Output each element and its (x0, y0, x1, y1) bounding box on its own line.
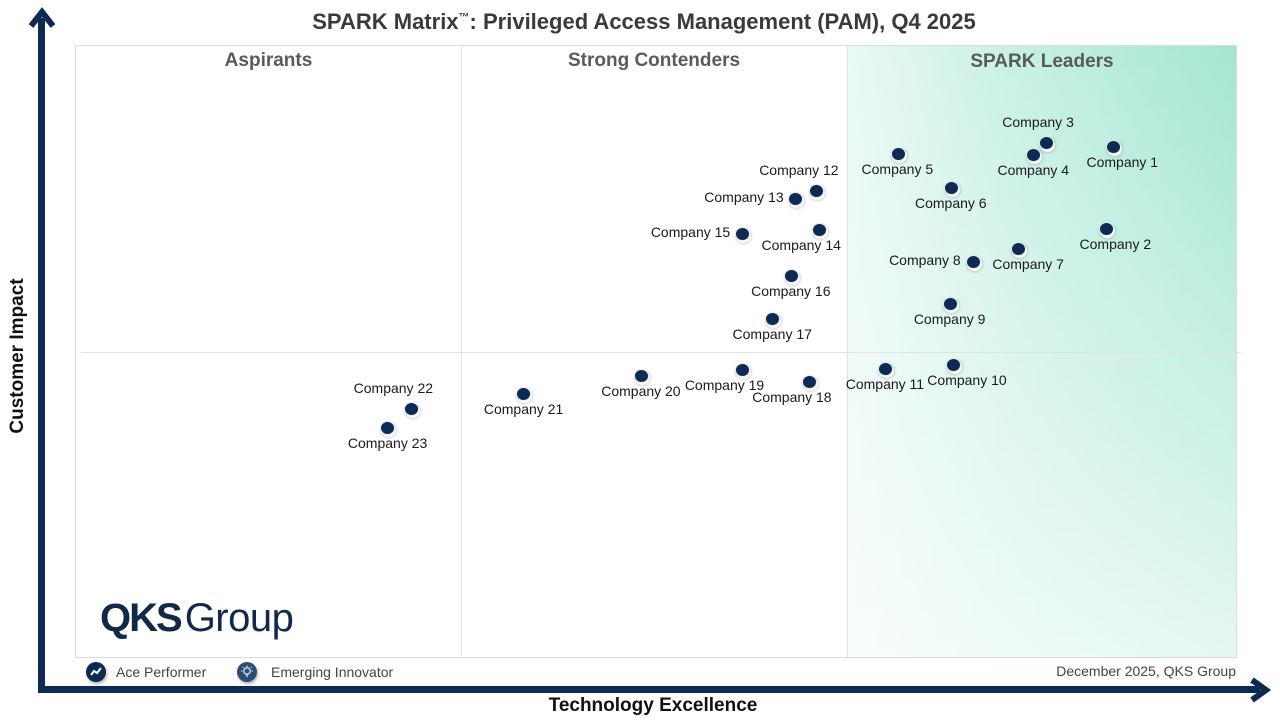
y-axis (38, 18, 45, 690)
data-point-label: Company 2 (1079, 236, 1152, 253)
data-point-label: Company 14 (761, 237, 841, 254)
data-point (802, 374, 818, 389)
data-point (516, 386, 532, 401)
divider-aspirants-contenders (461, 46, 462, 657)
data-point-label: Company 5 (861, 161, 934, 178)
footnote: December 2025, QKS Group (1056, 663, 1236, 679)
data-point (765, 312, 781, 327)
legend-emerging-innovator: Emerging Innovator (237, 662, 393, 682)
data-point-label: Company 18 (752, 388, 832, 405)
data-point-label: Company 7 (992, 256, 1064, 273)
data-point-label: Company 17 (732, 326, 812, 343)
data-point-label: Company 22 (353, 380, 434, 397)
data-point-label: Company 15 (650, 223, 731, 240)
data-point-label: Company 21 (483, 400, 564, 417)
data-point (1098, 222, 1114, 237)
data-point-label: Company 10 (927, 372, 1007, 389)
data-point (809, 184, 825, 199)
trend-up-icon (86, 662, 106, 682)
legend-ace-performer: Ace Performer (86, 662, 206, 682)
data-point (1011, 242, 1027, 257)
plot-area: Aspirants Strong Contenders SPARK Leader… (75, 45, 1241, 658)
data-point-label: Company 8 (889, 252, 961, 269)
data-point-label: Company 11 (845, 375, 925, 392)
y-axis-label: Customer Impact (7, 278, 28, 434)
data-point (942, 296, 958, 311)
data-point (403, 402, 419, 417)
chart-title: SPARK Matrix™: Privileged Access Managem… (312, 9, 976, 34)
y-axis-arrow-icon (28, 7, 56, 28)
data-point (783, 269, 799, 284)
data-point (788, 192, 804, 207)
data-point (734, 226, 750, 241)
quadrant-label-aspirants: Aspirants (224, 50, 313, 71)
data-point-label: Company 20 (601, 383, 681, 400)
divider-contenders-leaders (847, 46, 848, 657)
data-point (811, 223, 827, 238)
data-point-label: Company 16 (751, 283, 831, 300)
quadrant-label-leaders: SPARK Leaders (970, 51, 1114, 72)
data-point (943, 180, 959, 195)
x-axis (38, 686, 1260, 693)
data-point (877, 361, 893, 376)
data-point-label: Company 23 (347, 435, 428, 452)
lightbulb-icon (237, 662, 257, 682)
data-point-label: Company 3 (1002, 114, 1074, 131)
data-point-label: Company 9 (913, 310, 986, 327)
data-point (966, 255, 982, 270)
x-axis-arrow-icon (1250, 677, 1272, 703)
data-point (380, 421, 396, 436)
legend-label-innovator: Emerging Innovator (271, 664, 394, 680)
data-point (946, 358, 962, 373)
data-point (1026, 147, 1042, 162)
data-point-label: Company 12 (759, 162, 839, 179)
data-point (1039, 136, 1055, 151)
data-point-label: Company 6 (914, 194, 987, 211)
data-point (734, 363, 750, 378)
legend-label-ace: Ace Performer (116, 664, 207, 680)
x-axis-label: Technology Excellence (548, 695, 758, 716)
data-point (633, 369, 649, 384)
quadrant-label-strong-contenders: Strong Contenders (567, 50, 741, 71)
data-point (890, 147, 906, 162)
data-point-label: Company 19 (684, 377, 765, 394)
data-point (1105, 139, 1121, 154)
data-point-label: Company 1 (1086, 153, 1159, 170)
horizontal-divider (81, 352, 1241, 353)
qks-group-logo: QKS Group (100, 596, 294, 640)
data-point-label: Company 4 (997, 161, 1070, 178)
data-point-label: Company 13 (704, 189, 784, 206)
